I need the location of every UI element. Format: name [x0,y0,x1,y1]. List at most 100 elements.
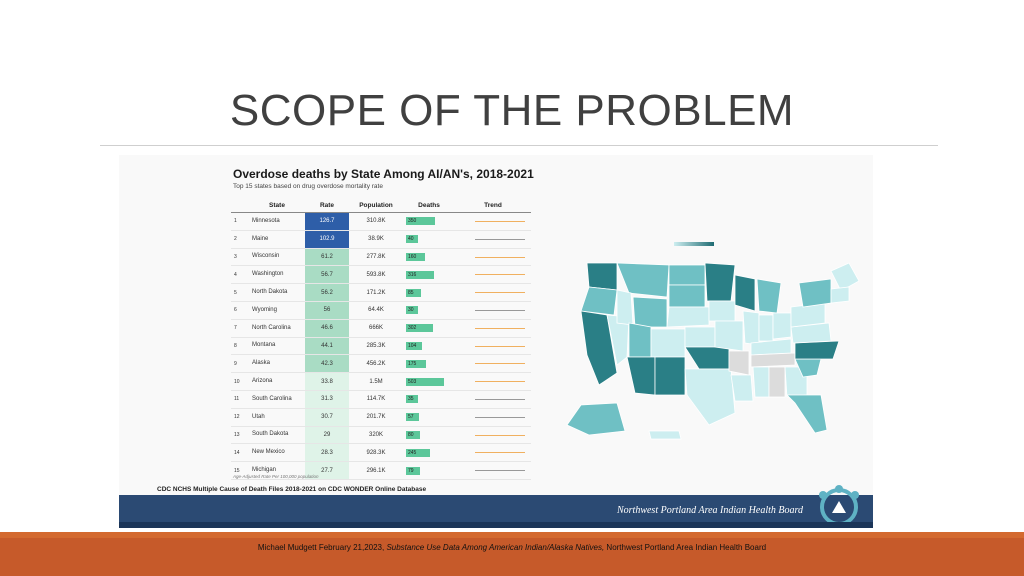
trend-cell [455,248,531,267]
deaths-header: Deaths [403,199,455,213]
trend-cell [455,426,531,445]
oh-state [772,312,792,340]
table-row: 6 Wyoming 56 64.4K 30 [231,301,531,320]
trend-sparkline [475,309,525,311]
population-header: Population [349,199,403,213]
table-row: 8 Montana 44.1 285.3K 104 [231,337,531,356]
rank-cell: 9 [231,354,249,374]
rank-cell: 12 [231,408,249,427]
overdose-table: State Rate Population Deaths Trend 1 Minn… [231,199,531,480]
wa-state [586,262,618,291]
deaths-cell: 35 [403,390,455,409]
ne-states [830,286,850,304]
trend-cell [455,354,531,374]
state-cell: Arizona [249,372,305,391]
sd-state [668,284,706,308]
deaths-bar: 316 [406,270,434,279]
trend-cell [455,337,531,356]
trend-sparkline [475,381,525,383]
rate-cell: 42.3 [305,354,349,374]
table-row: 12 Utah 30.7 201.7K 57 [231,408,531,427]
ia-state [708,300,736,322]
il-state [742,310,760,346]
rate-cell: 29 [305,426,349,445]
trend-cell [455,408,531,427]
state-cell: North Dakota [249,283,305,302]
dashboard-canvas: Overdose deaths by State Among AI/AN's, … [119,155,873,495]
map-legend [674,242,714,249]
az-state [626,356,656,396]
table-subtitle: Top 15 states based on drug overdose mor… [233,183,383,190]
banner-stripe [119,522,873,528]
deaths-bar: 57 [406,413,420,422]
trend-sparkline [475,452,525,454]
trend-sparkline [475,256,525,258]
rate-cell: 33.8 [305,372,349,391]
population-cell: 277.8K [349,248,403,267]
citation-suffix: Northwest Portland Area Indian Health Bo… [604,543,767,552]
mn-state [704,262,736,302]
in-state [758,314,774,342]
deaths-cell: 57 [403,408,455,427]
tx-state [684,368,736,426]
deaths-cell: 160 [403,248,455,267]
nd-state [668,264,706,286]
deaths-bar: 160 [406,252,425,261]
hi-state [648,430,682,440]
state-cell: Minnesota [249,212,305,231]
population-cell: 593.8K [349,265,403,285]
trend-cell [455,390,531,409]
wy-state [632,296,668,328]
rate-note: Age-Adjusted Rate Per 100,000 population [233,474,319,479]
trend-sparkline [475,470,525,472]
rank-cell: 8 [231,337,249,356]
table-row: 1 Minnesota 126.7 310.8K 350 [231,212,531,231]
state-header: State [249,199,305,213]
embedded-screenshot: Overdose deaths by State Among AI/AN's, … [119,155,873,528]
trend-sparkline [475,238,525,240]
rank-cell: 6 [231,301,249,320]
rate-cell: 56.2 [305,283,349,302]
ks-state [684,326,716,348]
slide-title: SCOPE OF THE PROBLEM [229,86,795,135]
wi-state [734,274,756,312]
rank-cell: 7 [231,319,249,338]
rank-cell: 13 [231,426,249,445]
board-banner: Northwest Portland Area Indian Health Bo… [119,485,873,528]
rate-cell: 27.7 [305,461,349,480]
citation: Michael Mudgett February 21,2023, Substa… [0,543,1024,552]
trend-cell [455,283,531,302]
title-divider [100,145,938,146]
rate-cell: 56.7 [305,265,349,285]
table-header-row: State Rate Population Deaths Trend [231,199,531,213]
state-cell: New Mexico [249,443,305,463]
table-row: 11 South Carolina 31.3 114.7K 35 [231,390,531,409]
trend-sparkline [475,363,525,365]
deaths-cell: 316 [403,265,455,285]
rank-cell: 2 [231,230,249,249]
deaths-cell: 350 [403,212,455,231]
nm-state [654,356,686,396]
me-state [830,262,860,292]
rank-cell: 14 [231,443,249,463]
mi-state [756,278,782,314]
table-row: 2 Maine 102.9 38.9K 40 [231,230,531,249]
trend-sparkline [475,292,525,294]
deaths-bar: 40 [406,235,419,244]
state-cell: Michigan [249,461,305,480]
id-state [616,289,634,326]
rate-header: Rate [305,199,349,213]
state-cell: Utah [249,408,305,427]
table-row: 10 Arizona 33.8 1.5M 503 [231,372,531,391]
board-name: Northwest Portland Area Indian Health Bo… [616,505,803,516]
al-state [768,366,786,398]
rate-cell: 46.6 [305,319,349,338]
population-cell: 666K [349,319,403,338]
citation-prefix: Michael Mudgett February 21,2023, [257,543,387,552]
tn-state [750,352,796,368]
trend-sparkline [475,416,525,418]
trend-cell [455,230,531,249]
fl-state [786,394,828,434]
state-cell: North Carolina [249,319,305,338]
population-cell: 320K [349,426,403,445]
